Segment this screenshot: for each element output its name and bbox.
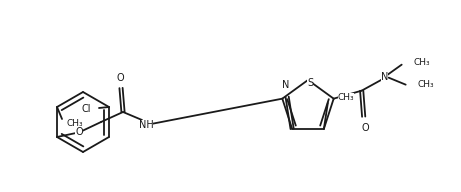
- Text: N: N: [381, 72, 388, 82]
- Text: S: S: [307, 78, 313, 88]
- Text: CH₃: CH₃: [66, 118, 83, 127]
- Text: CH₃: CH₃: [414, 58, 430, 67]
- Text: NH: NH: [139, 120, 154, 130]
- Text: Cl: Cl: [82, 104, 91, 114]
- Text: O: O: [75, 127, 83, 137]
- Text: O: O: [116, 73, 124, 83]
- Text: O: O: [362, 123, 369, 133]
- Text: CH₃: CH₃: [418, 80, 434, 89]
- Text: CH₃: CH₃: [338, 93, 355, 102]
- Text: N: N: [283, 80, 290, 90]
